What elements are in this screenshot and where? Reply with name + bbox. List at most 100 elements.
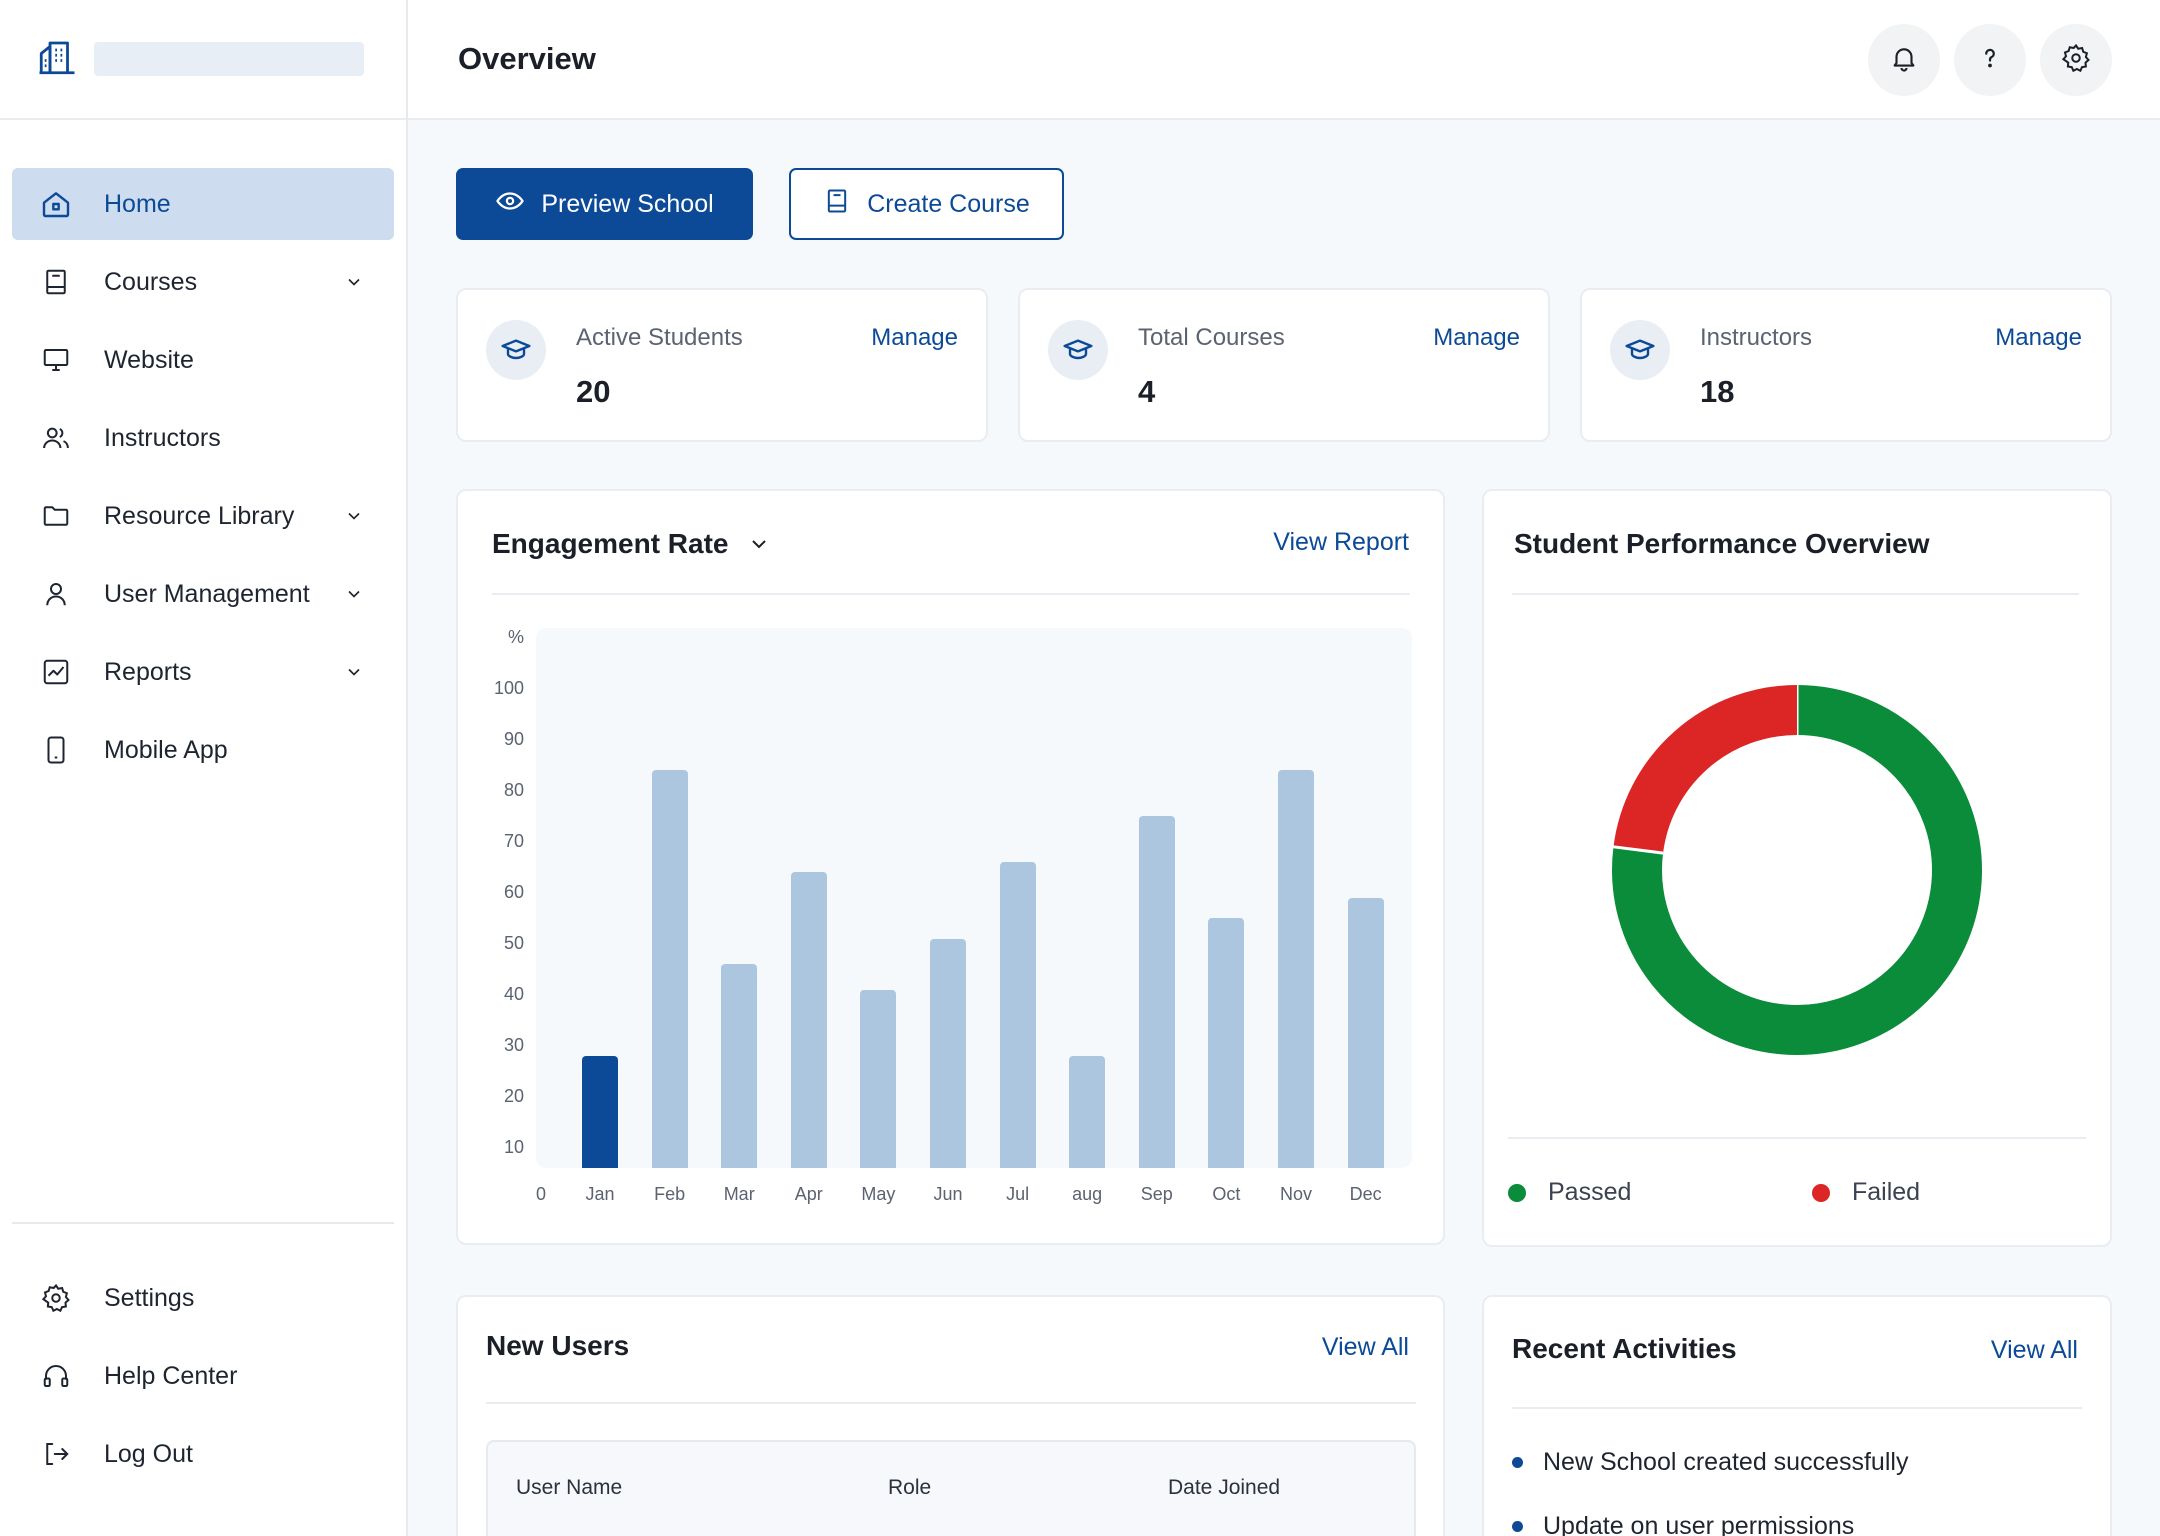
column-header-role[interactable]: Role xyxy=(888,1476,932,1499)
chart-bar-jul[interactable] xyxy=(999,862,1036,1168)
performance-title: Student Performance Overview xyxy=(1514,528,1930,559)
y-axis-tick-label: 90 xyxy=(503,729,524,749)
chart-bar-may[interactable] xyxy=(860,989,897,1168)
manage-link[interactable]: Manage xyxy=(1433,324,1520,351)
chart-bar-feb[interactable] xyxy=(651,770,688,1168)
column-header-user-name[interactable]: User Name xyxy=(516,1476,623,1499)
help-button[interactable] xyxy=(1954,24,2026,96)
chevron-down-icon[interactable] xyxy=(340,658,368,686)
x-axis-tick-label: Jul xyxy=(1006,1184,1030,1204)
stat-label: Total Courses xyxy=(1138,324,1285,351)
graduation-cap-icon xyxy=(1048,320,1108,380)
sidebar: Home Courses Website Instructors Reso xyxy=(0,0,408,1536)
performance-card xyxy=(1482,489,2112,1247)
sidebar-item-resource-library[interactable]: Resource Library xyxy=(12,480,394,552)
engagement-title-dropdown[interactable]: Engagement Rate xyxy=(492,528,771,560)
donut-slice-failed[interactable] xyxy=(1613,685,1798,854)
create-course-label: Create Course xyxy=(867,189,1030,218)
logout-icon xyxy=(38,1436,74,1472)
chart-bar-nov[interactable] xyxy=(1278,770,1314,1168)
y-axis-tick-label: 50 xyxy=(503,933,524,953)
chart-line-icon xyxy=(38,654,74,690)
x-axis-tick-label: Feb xyxy=(654,1184,686,1204)
y-axis-tick-label: 80 xyxy=(503,780,524,800)
monitor-icon xyxy=(38,342,74,378)
home-icon xyxy=(38,186,74,222)
new-users-view-all-link[interactable]: View All xyxy=(1321,1333,1409,1361)
sidebar-item-help-center[interactable]: Help Center xyxy=(12,1340,394,1412)
view-report-link[interactable]: View Report xyxy=(1273,528,1409,556)
stat-label: Instructors xyxy=(1700,324,1813,351)
sidebar-item-settings[interactable]: Settings xyxy=(12,1262,394,1334)
chart-bar-aug[interactable] xyxy=(1069,1055,1106,1168)
manage-link[interactable]: Manage xyxy=(1995,324,2082,351)
sidebar-item-user-management[interactable]: User Management xyxy=(12,558,394,630)
create-course-button[interactable]: Create Course xyxy=(789,168,1064,240)
chart-bar-jan[interactable] xyxy=(582,1055,618,1168)
notifications-button[interactable] xyxy=(1868,24,1940,96)
eye-icon xyxy=(495,186,541,223)
stat-card-total-courses: Total Courses 4 Manage xyxy=(1018,288,1550,442)
graduation-cap-icon xyxy=(486,320,546,380)
x-axis-tick-label: Jan xyxy=(585,1184,615,1204)
headset-icon xyxy=(38,1358,74,1394)
engagement-divider xyxy=(492,593,1410,595)
settings-button[interactable] xyxy=(2040,24,2112,96)
sidebar-item-label: Home xyxy=(104,189,171,218)
column-header-date-joined[interactable]: Date Joined xyxy=(1168,1476,1281,1499)
manage-link[interactable]: Manage xyxy=(871,324,958,351)
bullet-icon xyxy=(1512,1521,1523,1532)
phone-icon xyxy=(38,732,74,768)
chart-bar-jun[interactable] xyxy=(930,938,966,1168)
sidebar-divider xyxy=(12,1222,394,1224)
x-axis-tick-label: Dec xyxy=(1349,1184,1382,1204)
question-icon xyxy=(1975,43,2005,78)
stat-value: 18 xyxy=(1700,374,1735,409)
recent-activities-view-all-link[interactable]: View All xyxy=(1990,1336,2078,1364)
chevron-down-icon[interactable] xyxy=(340,580,368,608)
users-icon xyxy=(38,420,74,456)
chart-bar-apr[interactable] xyxy=(790,872,827,1168)
y-axis-tick-label: 10 xyxy=(503,1137,524,1157)
folder-icon xyxy=(38,498,74,534)
y-axis-tick-label: 20 xyxy=(503,1086,524,1106)
sidebar-item-label: Log Out xyxy=(104,1439,193,1468)
preview-school-button[interactable]: Preview School xyxy=(456,168,753,240)
brand-name-placeholder xyxy=(94,42,364,76)
sidebar-item-reports[interactable]: Reports xyxy=(12,636,394,708)
sidebar-item-label: Courses xyxy=(104,267,198,296)
activities-divider xyxy=(1512,1407,2082,1409)
chart-bar-oct[interactable] xyxy=(1208,918,1245,1168)
donut-slice-passed[interactable] xyxy=(1612,685,1982,1055)
y-axis-tick-label: 100 xyxy=(493,678,524,698)
performance-donut-chart xyxy=(1612,685,1982,1055)
legend-failed-dot xyxy=(1812,1184,1830,1202)
chart-bar-sep[interactable] xyxy=(1138,816,1175,1168)
stat-value: 4 xyxy=(1138,374,1156,409)
chart-bar-mar[interactable] xyxy=(721,964,758,1168)
stat-value: 20 xyxy=(576,374,611,409)
stat-label: Active Students xyxy=(576,324,743,351)
chevron-down-icon[interactable] xyxy=(340,268,368,296)
preview-school-label: Preview School xyxy=(541,189,714,218)
sidebar-item-home[interactable]: Home xyxy=(12,168,394,240)
sidebar-item-label: Mobile App xyxy=(104,735,228,764)
sidebar-item-mobile-app[interactable]: Mobile App xyxy=(12,714,394,786)
x-axis-tick-label: Apr xyxy=(794,1184,823,1204)
sidebar-item-website[interactable]: Website xyxy=(12,324,394,396)
sidebar-item-courses[interactable]: Courses xyxy=(12,246,394,318)
main-nav: Home Courses Website Instructors Reso xyxy=(0,120,406,786)
activity-text: Update on user permissions xyxy=(1543,1512,1855,1536)
legend-passed-label: Passed xyxy=(1548,1178,1632,1206)
bullet-icon xyxy=(1512,1457,1523,1468)
x-axis-tick-label: May xyxy=(861,1184,896,1204)
sidebar-item-log-out[interactable]: Log Out xyxy=(12,1418,394,1490)
gear-icon xyxy=(2061,43,2091,78)
stat-card-instructors: Instructors 18 Manage xyxy=(1580,288,2112,442)
sidebar-item-label: Website xyxy=(104,345,194,374)
header-actions xyxy=(1868,24,2112,96)
chart-bar-dec[interactable] xyxy=(1347,897,1384,1168)
sidebar-item-instructors[interactable]: Instructors xyxy=(12,402,394,474)
book-icon xyxy=(38,264,74,300)
chevron-down-icon[interactable] xyxy=(340,502,368,530)
